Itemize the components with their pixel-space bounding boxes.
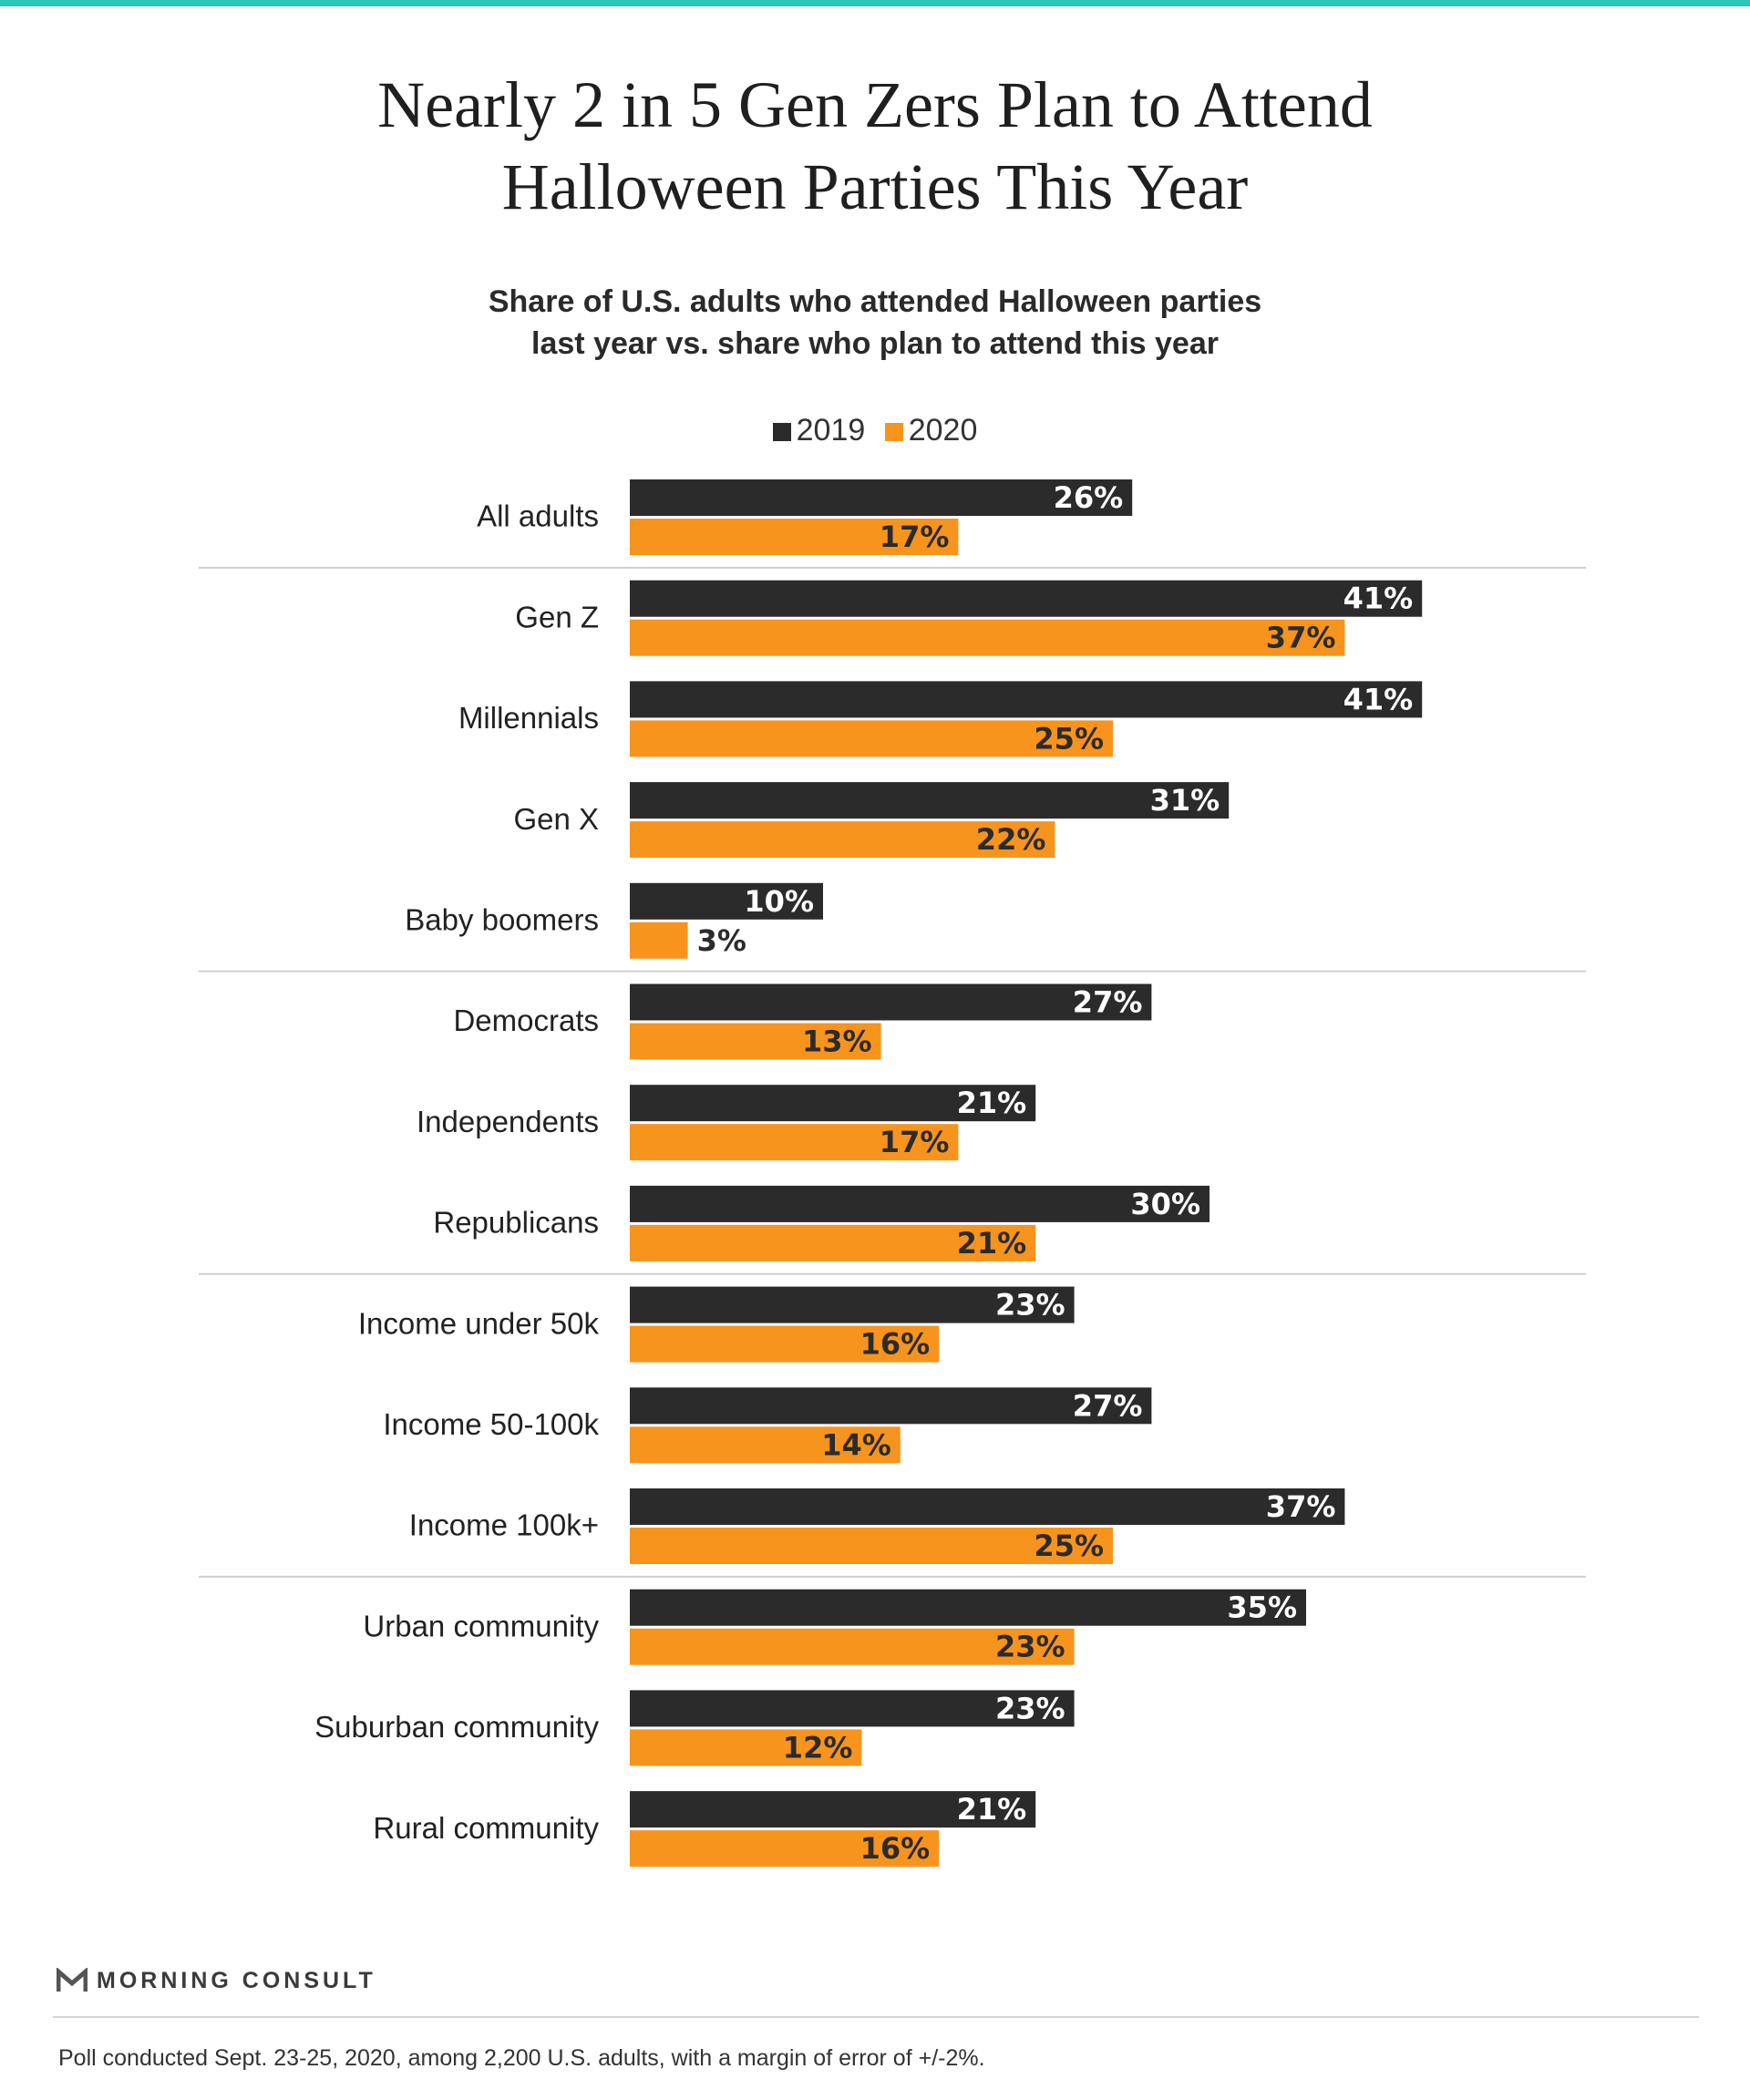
- bar-2019-republicans: [630, 1185, 1210, 1222]
- category-label-urban-community: Urban community: [363, 1609, 599, 1642]
- value-label-2020-baby-boomers: 3%: [697, 923, 746, 958]
- value-label-2019-independents: 21%: [957, 1086, 1027, 1120]
- chart-subtitle-line-2: last year vs. share who plan to attend t…: [531, 326, 1219, 361]
- bar-2020-baby-boomers: [630, 921, 688, 959]
- value-label-2019-income-100k: 37%: [1266, 1489, 1336, 1524]
- bar-2020-income-50-100k: [630, 1426, 901, 1464]
- bar-2020-gen-x: [630, 821, 1055, 859]
- bar-2020-all-adults: [630, 519, 959, 555]
- category-label-income-100k: Income 100k+: [409, 1508, 599, 1542]
- value-label-2019-all-adults: 26%: [1054, 480, 1124, 515]
- value-label-2019-suburban-community: 23%: [995, 1691, 1065, 1725]
- bar-2020-income-100k: [630, 1528, 1113, 1564]
- legend: 2019 2020: [0, 408, 1750, 452]
- category-label-independents: Independents: [417, 1105, 599, 1138]
- legend-item-2020: 2020: [884, 408, 978, 452]
- bar-2020-democrats: [630, 1023, 881, 1060]
- bar-2020-republicans: [630, 1224, 1036, 1261]
- value-label-2020-suburban-community: 12%: [783, 1730, 853, 1765]
- bar-2019-independents: [630, 1085, 1036, 1122]
- value-label-2020-income-50-100k: 14%: [821, 1427, 891, 1462]
- bar-2020-rural-community: [630, 1830, 940, 1868]
- value-label-2019-urban-community: 35%: [1227, 1590, 1297, 1625]
- bar-2019-rural-community: [630, 1791, 1036, 1828]
- brand-logo: MORNING CONSULT: [57, 1962, 376, 1999]
- value-label-2020-income-under-50k: 16%: [860, 1327, 931, 1362]
- bar-2020-independents: [630, 1124, 959, 1161]
- brand-name: MORNING CONSULT: [97, 1967, 376, 1993]
- bar-2019-millennials: [630, 681, 1423, 718]
- bar-2020-millennials: [630, 720, 1113, 757]
- legend-label-2019: 2019: [796, 413, 866, 448]
- value-label-2019-income-50-100k: 27%: [1073, 1388, 1143, 1423]
- legend-item-2019: 2019: [772, 408, 866, 452]
- footer-divider: [53, 2016, 1699, 2018]
- bar-2020-urban-community: [630, 1628, 1075, 1665]
- value-label-2020-gen-z: 37%: [1266, 621, 1336, 655]
- category-label-rural-community: Rural community: [373, 1811, 599, 1845]
- bar-2020-gen-z: [630, 619, 1345, 656]
- legend-swatch-2019: [772, 423, 791, 441]
- legend-label-2020: 2020: [908, 413, 978, 448]
- category-label-baby-boomers: Baby boomers: [405, 903, 599, 937]
- bar-2019-urban-community: [630, 1589, 1306, 1626]
- value-label-2019-gen-z: 41%: [1343, 582, 1414, 616]
- value-label-2019-gen-x: 31%: [1150, 783, 1220, 818]
- bar-2019-gen-x: [630, 782, 1230, 819]
- chart-subtitle: Share of U.S. adults who attended Hallow…: [0, 281, 1750, 365]
- bar-2020-suburban-community: [630, 1729, 862, 1766]
- value-label-2020-rural-community: 16%: [860, 1831, 931, 1866]
- bar-2019-baby-boomers: [630, 882, 823, 920]
- bar-2019-all-adults: [630, 479, 1133, 516]
- category-label-income-50-100k: Income 50-100k: [383, 1407, 599, 1441]
- category-label-democrats: Democrats: [453, 1004, 599, 1037]
- footnote: Poll conducted Sept. 23-25, 2020, among …: [58, 2045, 985, 2071]
- bar-2019-income-under-50k: [630, 1286, 1075, 1323]
- category-label-suburban-community: Suburban community: [314, 1710, 599, 1744]
- value-label-2019-republicans: 30%: [1130, 1187, 1200, 1221]
- category-label-income-under-50k: Income under 50k: [358, 1306, 600, 1340]
- bar-2020-income-under-50k: [630, 1325, 940, 1363]
- value-label-2020-republicans: 21%: [957, 1226, 1027, 1261]
- chart-title-line-1: Nearly 2 in 5 Gen Zers Plan to Attend: [377, 68, 1373, 141]
- category-label-all-adults: All adults: [477, 499, 599, 533]
- bar-2019-gen-z: [630, 580, 1423, 617]
- value-label-2020-independents: 17%: [880, 1125, 950, 1159]
- bar-2019-income-100k: [630, 1488, 1345, 1525]
- value-label-2019-income-under-50k: 23%: [995, 1288, 1065, 1323]
- chart-subtitle-line-1: Share of U.S. adults who attended Hallow…: [488, 284, 1262, 319]
- value-label-2020-income-100k: 25%: [1034, 1529, 1104, 1563]
- value-label-2019-rural-community: 21%: [957, 1792, 1027, 1827]
- morning-consult-logo-icon: [57, 1968, 88, 1992]
- value-label-2020-democrats: 13%: [802, 1024, 872, 1059]
- category-label-millennials: Millennials: [458, 701, 599, 735]
- value-label-2019-millennials: 41%: [1343, 682, 1414, 716]
- category-label-republicans: Republicans: [433, 1206, 599, 1240]
- value-label-2020-millennials: 25%: [1034, 721, 1104, 756]
- chart-title-line-2: Halloween Parties This Year: [501, 150, 1249, 223]
- value-label-2020-urban-community: 23%: [995, 1630, 1065, 1664]
- value-label-2020-gen-x: 22%: [976, 822, 1046, 857]
- chart-title: Nearly 2 in 5 Gen Zers Plan to Attend Ha…: [0, 64, 1750, 228]
- legend-swatch-2020: [884, 423, 903, 441]
- bar-2019-democrats: [630, 983, 1152, 1021]
- value-label-2019-baby-boomers: 10%: [744, 884, 814, 919]
- value-label-2019-democrats: 27%: [1073, 985, 1143, 1020]
- category-label-gen-x: Gen X: [513, 802, 599, 836]
- value-label-2020-all-adults: 17%: [880, 520, 950, 554]
- top-accent-bar: [0, 0, 1750, 6]
- bar-2019-income-50-100k: [630, 1387, 1152, 1425]
- bar-2019-suburban-community: [630, 1690, 1075, 1727]
- category-label-gen-z: Gen Z: [515, 600, 599, 633]
